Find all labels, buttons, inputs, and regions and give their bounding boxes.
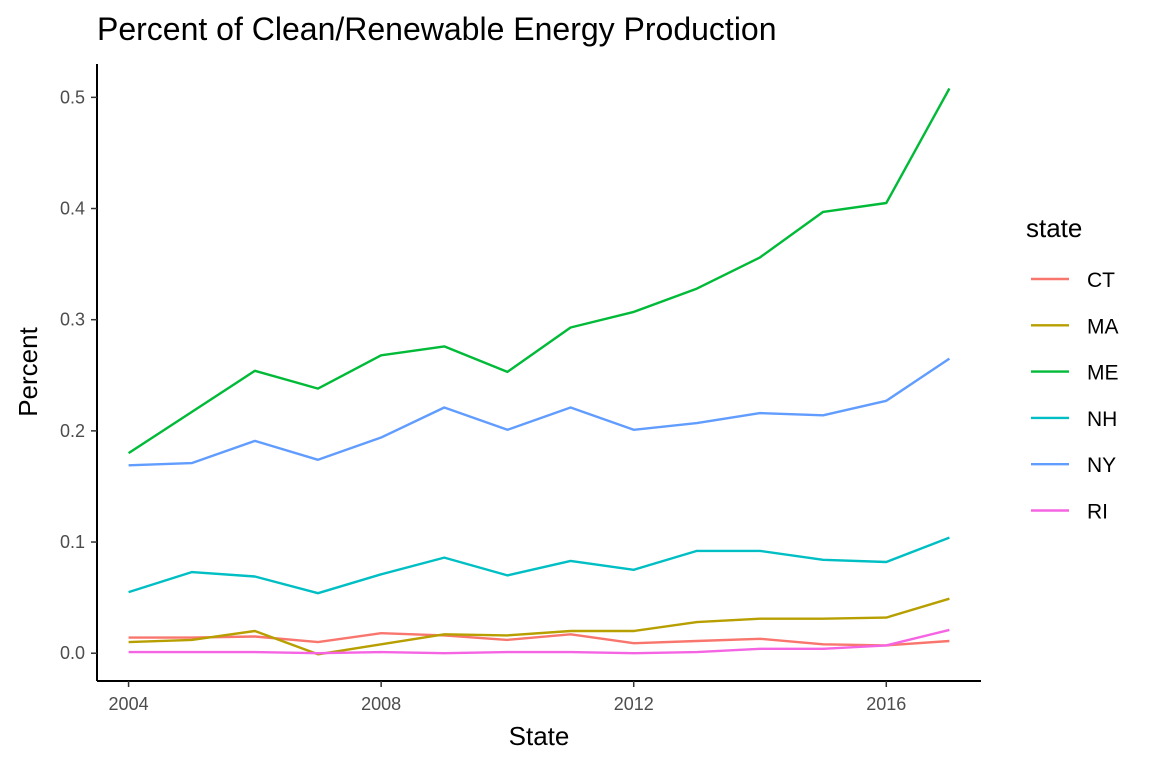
x-tick-label: 2008 xyxy=(361,694,401,714)
legend: state CT MA ME NH NY RI xyxy=(1026,213,1119,524)
series-line-ri xyxy=(128,628,950,655)
x-tick-label: 2016 xyxy=(866,694,906,714)
legend-title: state xyxy=(1026,213,1082,243)
legend-label-ny: NY xyxy=(1087,454,1116,477)
series-line-ny xyxy=(128,357,951,467)
x-tick-label: 2012 xyxy=(614,694,654,714)
y-tick-label: 0.4 xyxy=(60,199,85,219)
y-tick-label: 0.0 xyxy=(60,643,85,663)
y-tick-label: 0.3 xyxy=(60,310,85,330)
y-axis-title: Percent xyxy=(13,326,43,416)
series-line-ma xyxy=(128,597,950,656)
series-line-ct xyxy=(128,632,950,647)
series-line-nh xyxy=(128,536,950,595)
legend-label-ct: CT xyxy=(1087,269,1115,292)
legend-label-me: ME xyxy=(1087,362,1119,385)
series-lines xyxy=(127,87,951,656)
series-line-me xyxy=(127,87,951,455)
y-tick-label: 0.5 xyxy=(60,87,85,107)
x-tick-label: 2004 xyxy=(109,694,149,714)
legend-label-ri: RI xyxy=(1087,501,1108,524)
x-axis-title: State xyxy=(509,721,570,751)
legend-label-ma: MA xyxy=(1087,315,1119,338)
y-tick-label: 0.2 xyxy=(60,421,85,441)
chart-title: Percent of Clean/Renewable Energy Produc… xyxy=(97,11,777,47)
legend-label-nh: NH xyxy=(1087,408,1117,431)
axes: 2004 2008 2012 2016 0.0 0.1 0.2 0.3 0.4 0.5 xyxy=(60,64,981,714)
y-tick-label: 0.1 xyxy=(60,532,85,552)
